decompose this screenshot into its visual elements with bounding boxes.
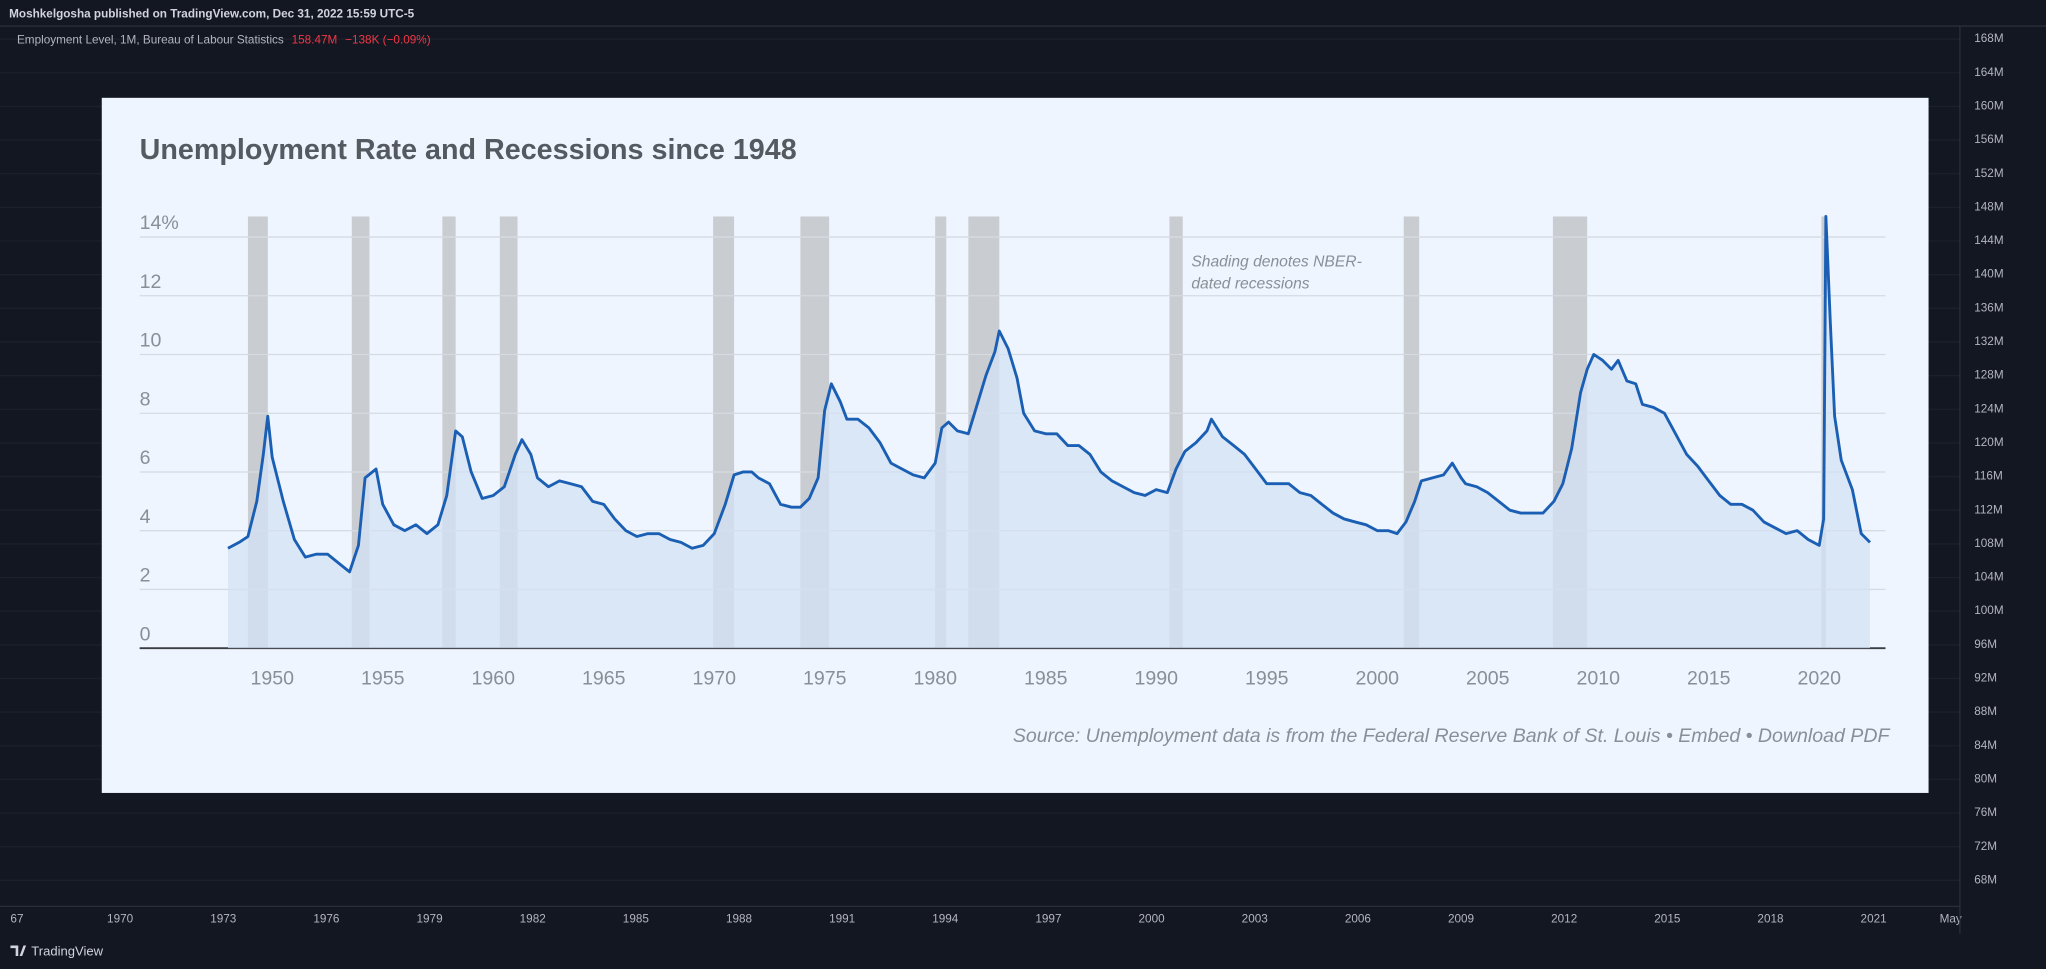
- price-label: 116M: [1974, 470, 2002, 483]
- price-label: 72M: [1974, 840, 1997, 853]
- y-tick-label: 10: [140, 330, 162, 352]
- y-tick-label: 6: [140, 447, 151, 469]
- price-label: 96M: [1974, 638, 1997, 651]
- price-label: 168M: [1974, 32, 2003, 45]
- price-label: 128M: [1974, 369, 2003, 382]
- x-tick-label: 2015: [1687, 668, 1731, 690]
- price-label: 76M: [1974, 806, 1997, 819]
- price-label: 120M: [1974, 436, 2003, 449]
- time-label: 1979: [416, 913, 442, 926]
- x-tick-label: 1995: [1245, 668, 1289, 690]
- annotation: Shading denotes NBER-: [1191, 253, 1361, 270]
- source-note: Source: Unemployment data is from the Fe…: [1013, 725, 1891, 747]
- x-tick-label: 1955: [361, 668, 405, 690]
- x-tick-label: 2000: [1355, 668, 1399, 690]
- time-label: 2009: [1448, 913, 1474, 926]
- indicator-name: Employment Level, 1M, Bureau of Labour S…: [17, 34, 284, 47]
- price-label: 136M: [1974, 301, 2003, 314]
- indicator-legend: Employment Level, 1M, Bureau of Labour S…: [17, 34, 431, 47]
- price-label: 92M: [1974, 672, 1997, 685]
- area: [227, 216, 1870, 649]
- indicator-last: 158.47M: [292, 34, 338, 47]
- unemployment-chart: 0 2 4 6 8 10 12 14% 1950 1955 1960 1965 1970 1975 1980…: [139, 212, 1886, 690]
- price-label: 140M: [1974, 268, 2003, 281]
- price-label: 112M: [1974, 503, 2002, 516]
- price-label: 148M: [1974, 200, 2003, 213]
- x-tick-label: 1975: [803, 668, 847, 690]
- time-label: 1991: [829, 913, 855, 926]
- time-label: 1997: [1035, 913, 1061, 926]
- time-label: 2021: [1861, 913, 1887, 926]
- x-tick-label: 1980: [913, 668, 957, 690]
- time-label: 2012: [1551, 913, 1577, 926]
- price-label: 132M: [1974, 335, 2003, 348]
- x-tick-label: 1960: [471, 668, 515, 690]
- time-label: 1976: [313, 913, 340, 926]
- x-tick-label: 1990: [1134, 668, 1178, 690]
- x-tick-label: 2020: [1797, 668, 1841, 690]
- price-label: 68M: [1974, 873, 1997, 886]
- line: [227, 215, 1871, 574]
- publish-note: Moshkelgosha published on TradingView.co…: [9, 7, 415, 20]
- y-tick-label: 8: [140, 388, 151, 410]
- brand-name: TradingView: [31, 943, 103, 958]
- price-label: 160M: [1974, 100, 2003, 113]
- time-label: 1988: [726, 913, 753, 926]
- price-label: 156M: [1974, 133, 2003, 146]
- time-label: 1982: [520, 913, 546, 926]
- chart-title: Unemployment Rate and Recessions since 1…: [140, 134, 797, 166]
- price-label: 88M: [1974, 705, 1997, 718]
- y-tick-label: 0: [140, 623, 151, 645]
- price-label: 164M: [1974, 66, 2003, 79]
- price-label: 124M: [1974, 402, 2003, 415]
- y-tick-label: 4: [140, 506, 151, 528]
- y-tick-label: 12: [140, 271, 162, 293]
- y-tick-label: 2: [140, 565, 151, 587]
- indicator-change: −138K (−0.09%): [345, 34, 431, 47]
- x-tick-label: 1950: [250, 668, 294, 690]
- x-tick-label: 1985: [1024, 668, 1068, 690]
- time-label: 1973: [210, 913, 237, 926]
- y-tick-label: 14%: [140, 212, 179, 234]
- time-label: 1970: [107, 913, 134, 926]
- price-label: 152M: [1974, 167, 2003, 180]
- brand: TradingView: [10, 943, 104, 958]
- x-tick-label: 2010: [1576, 668, 1620, 690]
- price-label: 80M: [1974, 772, 1997, 785]
- price-label: 100M: [1974, 604, 2003, 617]
- brand-logo: [10, 945, 27, 956]
- time-label: 1985: [623, 913, 650, 926]
- time-label: 2015: [1654, 913, 1681, 926]
- x-tick-label: 2005: [1466, 668, 1510, 690]
- time-label: May: [1940, 913, 1962, 926]
- price-label: 144M: [1974, 234, 2003, 247]
- price-label: 104M: [1974, 571, 2003, 584]
- x-tick-label: 1970: [692, 668, 736, 690]
- price-label: 108M: [1974, 537, 2003, 550]
- x-tick-label: 1965: [582, 668, 626, 690]
- annotation: dated recessions: [1191, 275, 1309, 292]
- time-label: 2006: [1345, 913, 1372, 926]
- time-label: 2003: [1242, 913, 1269, 926]
- time-label: 67: [10, 913, 23, 926]
- time-label: 2018: [1757, 913, 1784, 926]
- time-label: 2000: [1139, 913, 1166, 926]
- time-label: 1994: [932, 913, 959, 926]
- price-label: 84M: [1974, 739, 1997, 752]
